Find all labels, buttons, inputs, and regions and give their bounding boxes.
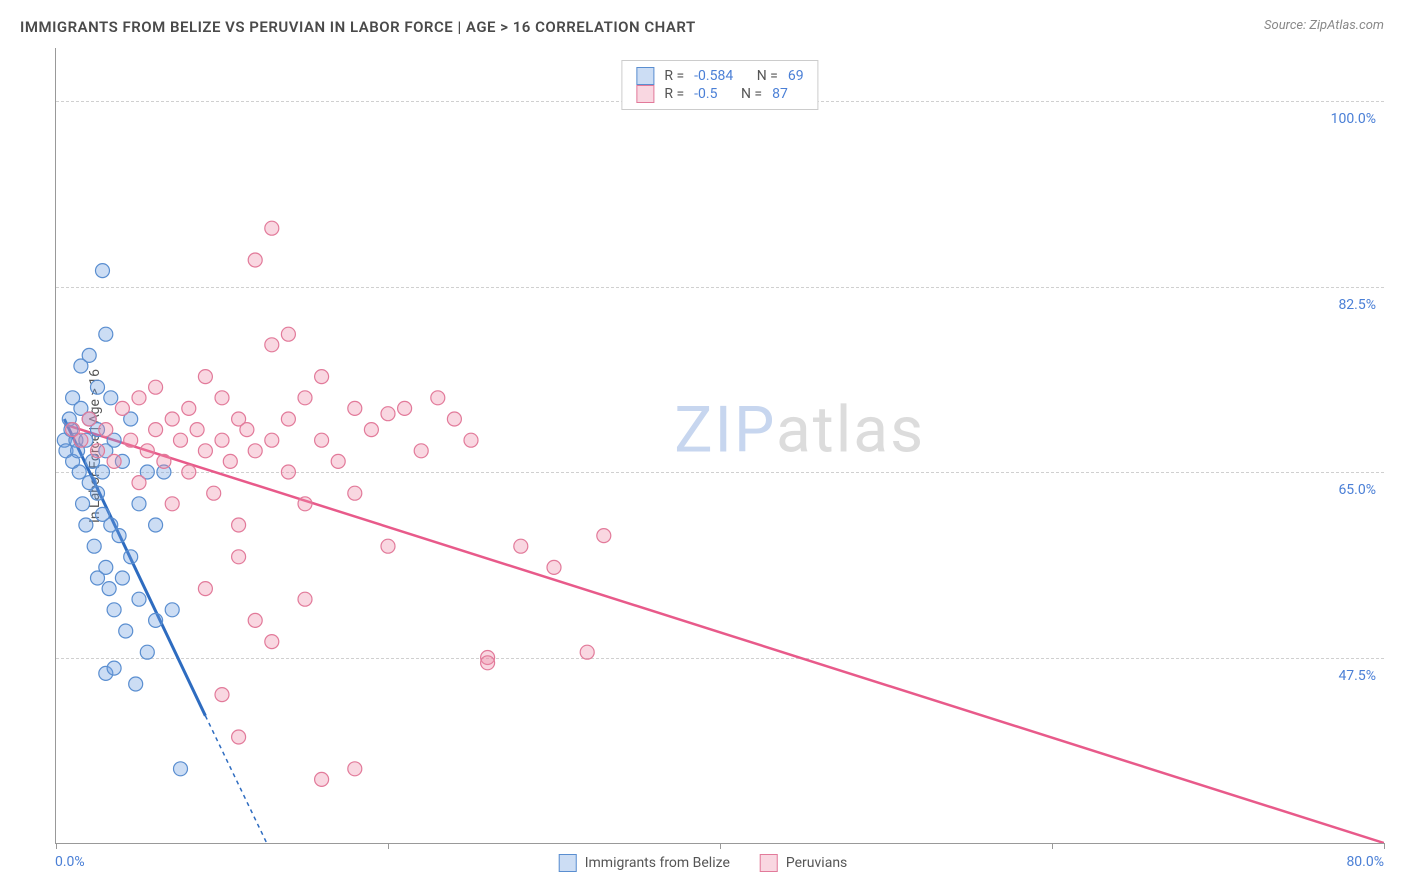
legend-r-label: R = bbox=[664, 86, 684, 102]
swatch-peruvian bbox=[636, 85, 654, 103]
chart-container: IMMIGRANTS FROM BELIZE VS PERUVIAN IN LA… bbox=[0, 0, 1406, 892]
legend-label-peruvian: Peruvians bbox=[786, 855, 847, 871]
swatch-peruvian bbox=[760, 854, 778, 872]
legend-label-belize: Immigrants from Belize bbox=[585, 855, 730, 871]
chart-title: IMMIGRANTS FROM BELIZE VS PERUVIAN IN LA… bbox=[20, 18, 696, 36]
legend-row-belize: R = -0.584 N = 69 bbox=[636, 67, 803, 85]
correlation-legend: R = -0.584 N = 69 R = -0.5 N = 87 bbox=[621, 60, 818, 110]
x-axis-min-label: 0.0% bbox=[55, 854, 85, 870]
swatch-belize bbox=[636, 67, 654, 85]
legend-item-peruvian: Peruvians bbox=[760, 854, 847, 872]
legend-n-value-peruvian: 87 bbox=[772, 86, 788, 102]
legend-r-label: R = bbox=[664, 68, 684, 84]
plot-area: ZIPatlas R = -0.584 N = 69 R = -0.5 N = … bbox=[55, 48, 1384, 844]
swatch-belize bbox=[559, 854, 577, 872]
legend-row-peruvian: R = -0.5 N = 87 bbox=[636, 85, 803, 103]
scatter-svg bbox=[56, 48, 1384, 843]
legend-item-belize: Immigrants from Belize bbox=[559, 854, 730, 872]
legend-r-value-belize: -0.584 bbox=[694, 68, 733, 84]
source-attribution: Source: ZipAtlas.com bbox=[1264, 18, 1384, 33]
legend-n-label: N = bbox=[741, 86, 762, 102]
legend-r-value-peruvian: -0.5 bbox=[694, 86, 717, 102]
legend-n-label: N = bbox=[757, 68, 778, 84]
legend-n-value-belize: 69 bbox=[788, 68, 804, 84]
series-legend: Immigrants from Belize Peruvians bbox=[559, 854, 848, 872]
x-axis-max-label: 80.0% bbox=[1346, 854, 1384, 870]
